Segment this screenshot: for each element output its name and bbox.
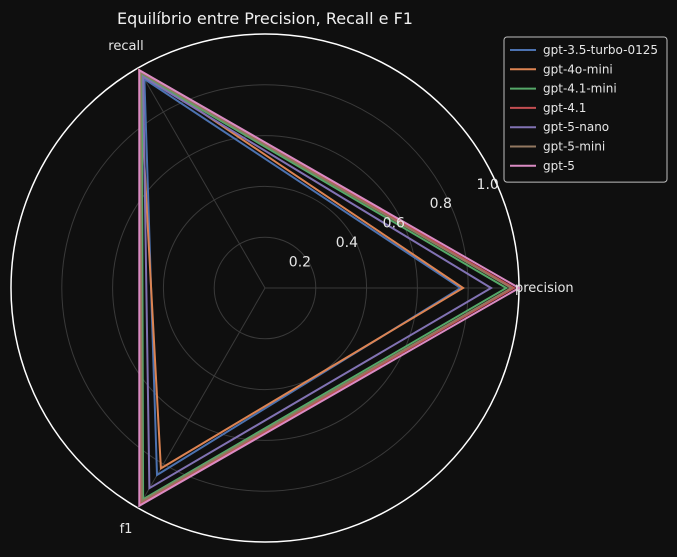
legend-item: gpt-5-mini xyxy=(510,140,605,154)
series-line xyxy=(139,70,514,504)
chart-title: Equilíbrio entre Precision, Recall e F1 xyxy=(117,9,413,28)
radial-tick-label: 0.2 xyxy=(289,255,311,271)
axis-label: precision xyxy=(515,281,574,296)
series-layer xyxy=(138,68,522,508)
legend: gpt-3.5-turbo-0125 gpt-4o-mini gpt-4.1-min… xyxy=(503,36,668,183)
radial-tick-label: 0.6 xyxy=(383,216,405,232)
label-layer: 0.2 0.4 0.6 0.8 1.0 precision recall f1 xyxy=(108,39,573,537)
legend-label: gpt-4.1 xyxy=(543,101,586,115)
legend-item: gpt-4.1 xyxy=(510,101,586,115)
legend-item: gpt-5-nano xyxy=(510,120,609,134)
legend-item: gpt-4o-mini xyxy=(510,62,613,76)
legend-label: gpt-5 xyxy=(543,159,575,173)
legend-item: gpt-3.5-turbo-0125 xyxy=(510,43,658,57)
grid-spoke xyxy=(137,287,266,509)
legend-label: gpt-3.5-turbo-0125 xyxy=(543,43,658,57)
legend-label: gpt-5-nano xyxy=(543,120,609,134)
legend-label: gpt-5-mini xyxy=(543,140,605,154)
series-line xyxy=(140,72,509,501)
legend-label: gpt-4.1-mini xyxy=(543,82,617,96)
legend-box xyxy=(503,36,668,183)
series-line xyxy=(138,68,465,471)
radial-tick-label: 0.8 xyxy=(430,196,452,212)
radial-tick-label: 1.0 xyxy=(477,177,499,193)
series-line xyxy=(142,75,494,490)
radial-tick-label: 0.4 xyxy=(336,235,358,251)
axis-label: f1 xyxy=(120,522,133,537)
series-line xyxy=(138,68,522,508)
grid-spoke xyxy=(137,67,266,289)
axis-label: recall xyxy=(108,39,143,54)
grid-layer xyxy=(10,33,520,543)
legend-label: gpt-4o-mini xyxy=(543,62,613,76)
legend-item: gpt-4.1-mini xyxy=(510,82,617,96)
legend-item: gpt-5 xyxy=(510,159,575,173)
